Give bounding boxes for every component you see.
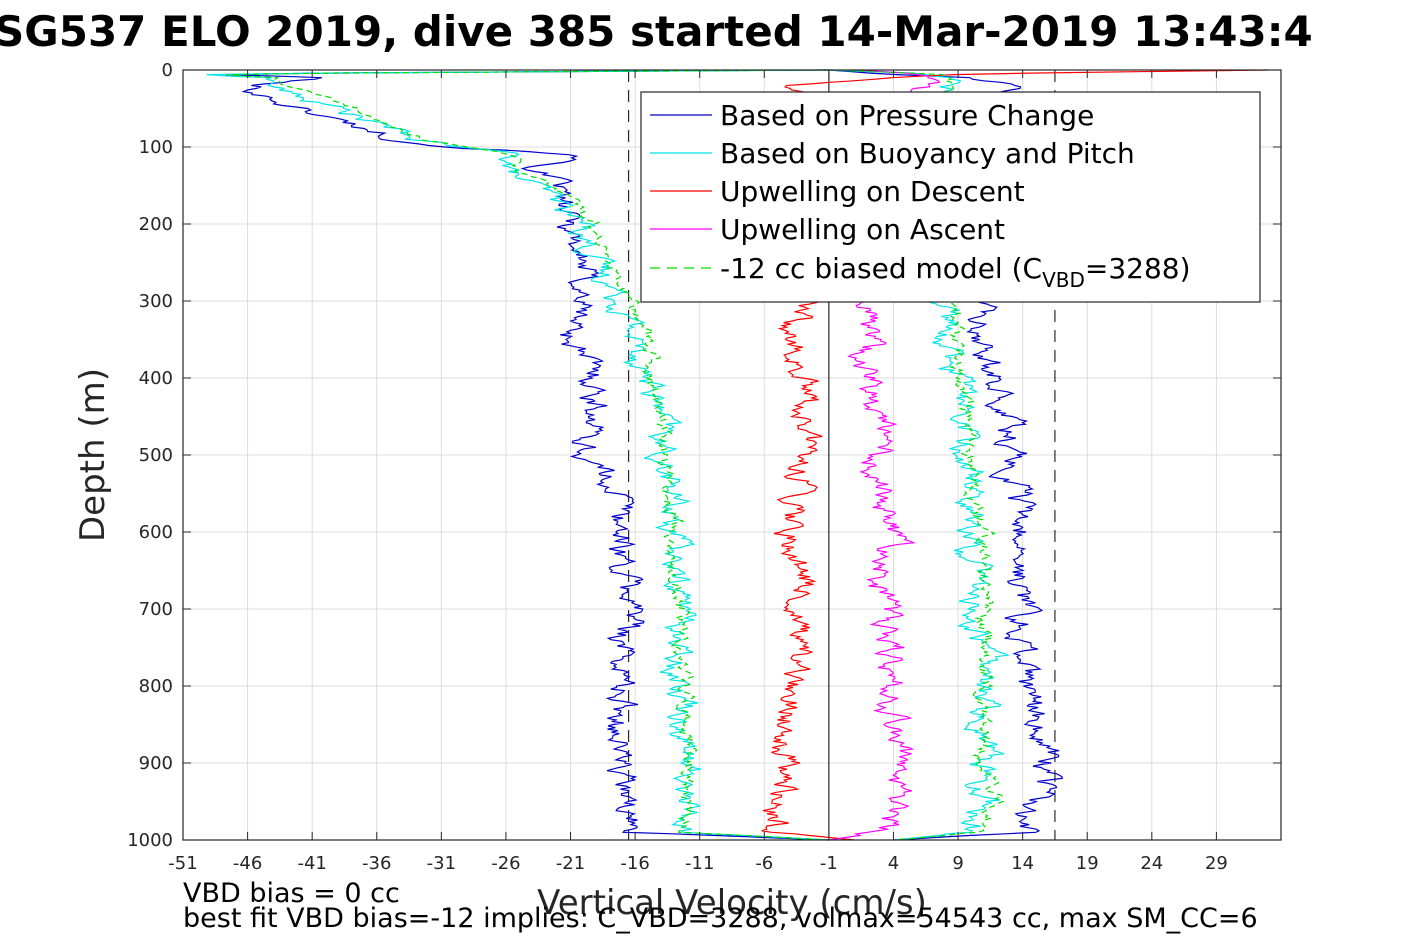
x-tick-label: -26 bbox=[491, 853, 520, 874]
x-tick-label: 4 bbox=[888, 853, 899, 874]
legend: Based on Pressure Change Based on Buoyan… bbox=[640, 91, 1261, 303]
y-tick-label: 500 bbox=[139, 445, 173, 466]
series-pressure-change-descent bbox=[224, 69, 829, 841]
x-axis-label: Vertical Velocity (cm/s) bbox=[537, 883, 927, 923]
x-tick-label: -36 bbox=[362, 853, 391, 874]
legend-label-buoyancy: Based on Buoyancy and Pitch bbox=[720, 137, 1135, 170]
x-tick-label: -6 bbox=[755, 853, 773, 874]
axis-ticks: -51 -46 -41 -36 -31 -26 -21 -16 -11 -6 -1 4 9 14 19 24 2… bbox=[127, 60, 1281, 874]
legend-label-biased-model-main: -12 cc biased model (C bbox=[720, 252, 1042, 285]
footer-vbd-bias: VBD bias = 0 cc bbox=[183, 878, 400, 909]
y-tick-label: 1000 bbox=[127, 830, 173, 851]
x-tick-label: -51 bbox=[168, 853, 197, 874]
y-tick-label: 700 bbox=[139, 599, 173, 620]
legend-label-pressure: Based on Pressure Change bbox=[720, 99, 1094, 132]
y-tick-label: 100 bbox=[139, 137, 173, 158]
y-tick-label: 900 bbox=[139, 753, 173, 774]
y-tick-label: 600 bbox=[139, 522, 173, 543]
x-tick-label: -31 bbox=[427, 853, 456, 874]
x-tick-label: 19 bbox=[1076, 853, 1099, 874]
x-tick-label: -1 bbox=[820, 853, 838, 874]
y-tick-label: 300 bbox=[139, 291, 173, 312]
legend-box bbox=[640, 91, 1261, 303]
y-tick-label: 400 bbox=[139, 368, 173, 389]
x-tick-label: -46 bbox=[233, 853, 262, 874]
x-tick-label: 9 bbox=[952, 853, 963, 874]
x-tick-label: -11 bbox=[685, 853, 714, 874]
legend-label-upwelling-descent: Upwelling on Descent bbox=[720, 175, 1025, 208]
legend-label-biased-model-subscript: VBD bbox=[1042, 268, 1085, 292]
footer-best-fit: best fit VBD bias=-12 implies: C_VBD=328… bbox=[183, 903, 1258, 934]
y-tick-label: 0 bbox=[162, 60, 173, 81]
x-tick-label: -41 bbox=[297, 853, 326, 874]
y-tick-label: 200 bbox=[139, 214, 173, 235]
x-tick-label: 29 bbox=[1205, 853, 1228, 874]
y-axis-label: Depth (m) bbox=[73, 368, 113, 542]
legend-label-biased-model: -12 cc biased model (CVBD=3288) bbox=[720, 252, 1191, 292]
legend-label-upwelling-ascent: Upwelling on Ascent bbox=[720, 213, 1005, 246]
x-tick-label: -21 bbox=[556, 853, 585, 874]
legend-label-biased-model-suffix: =3288) bbox=[1085, 252, 1191, 285]
x-tick-label: -16 bbox=[620, 853, 649, 874]
series-biased-model-descent bbox=[226, 69, 829, 841]
x-tick-label: 14 bbox=[1011, 853, 1034, 874]
chart-title: SG537 ELO 2019, dive 385 started 14-Mar-… bbox=[0, 7, 1313, 56]
x-tick-label: 24 bbox=[1140, 853, 1163, 874]
y-tick-label: 800 bbox=[139, 676, 173, 697]
